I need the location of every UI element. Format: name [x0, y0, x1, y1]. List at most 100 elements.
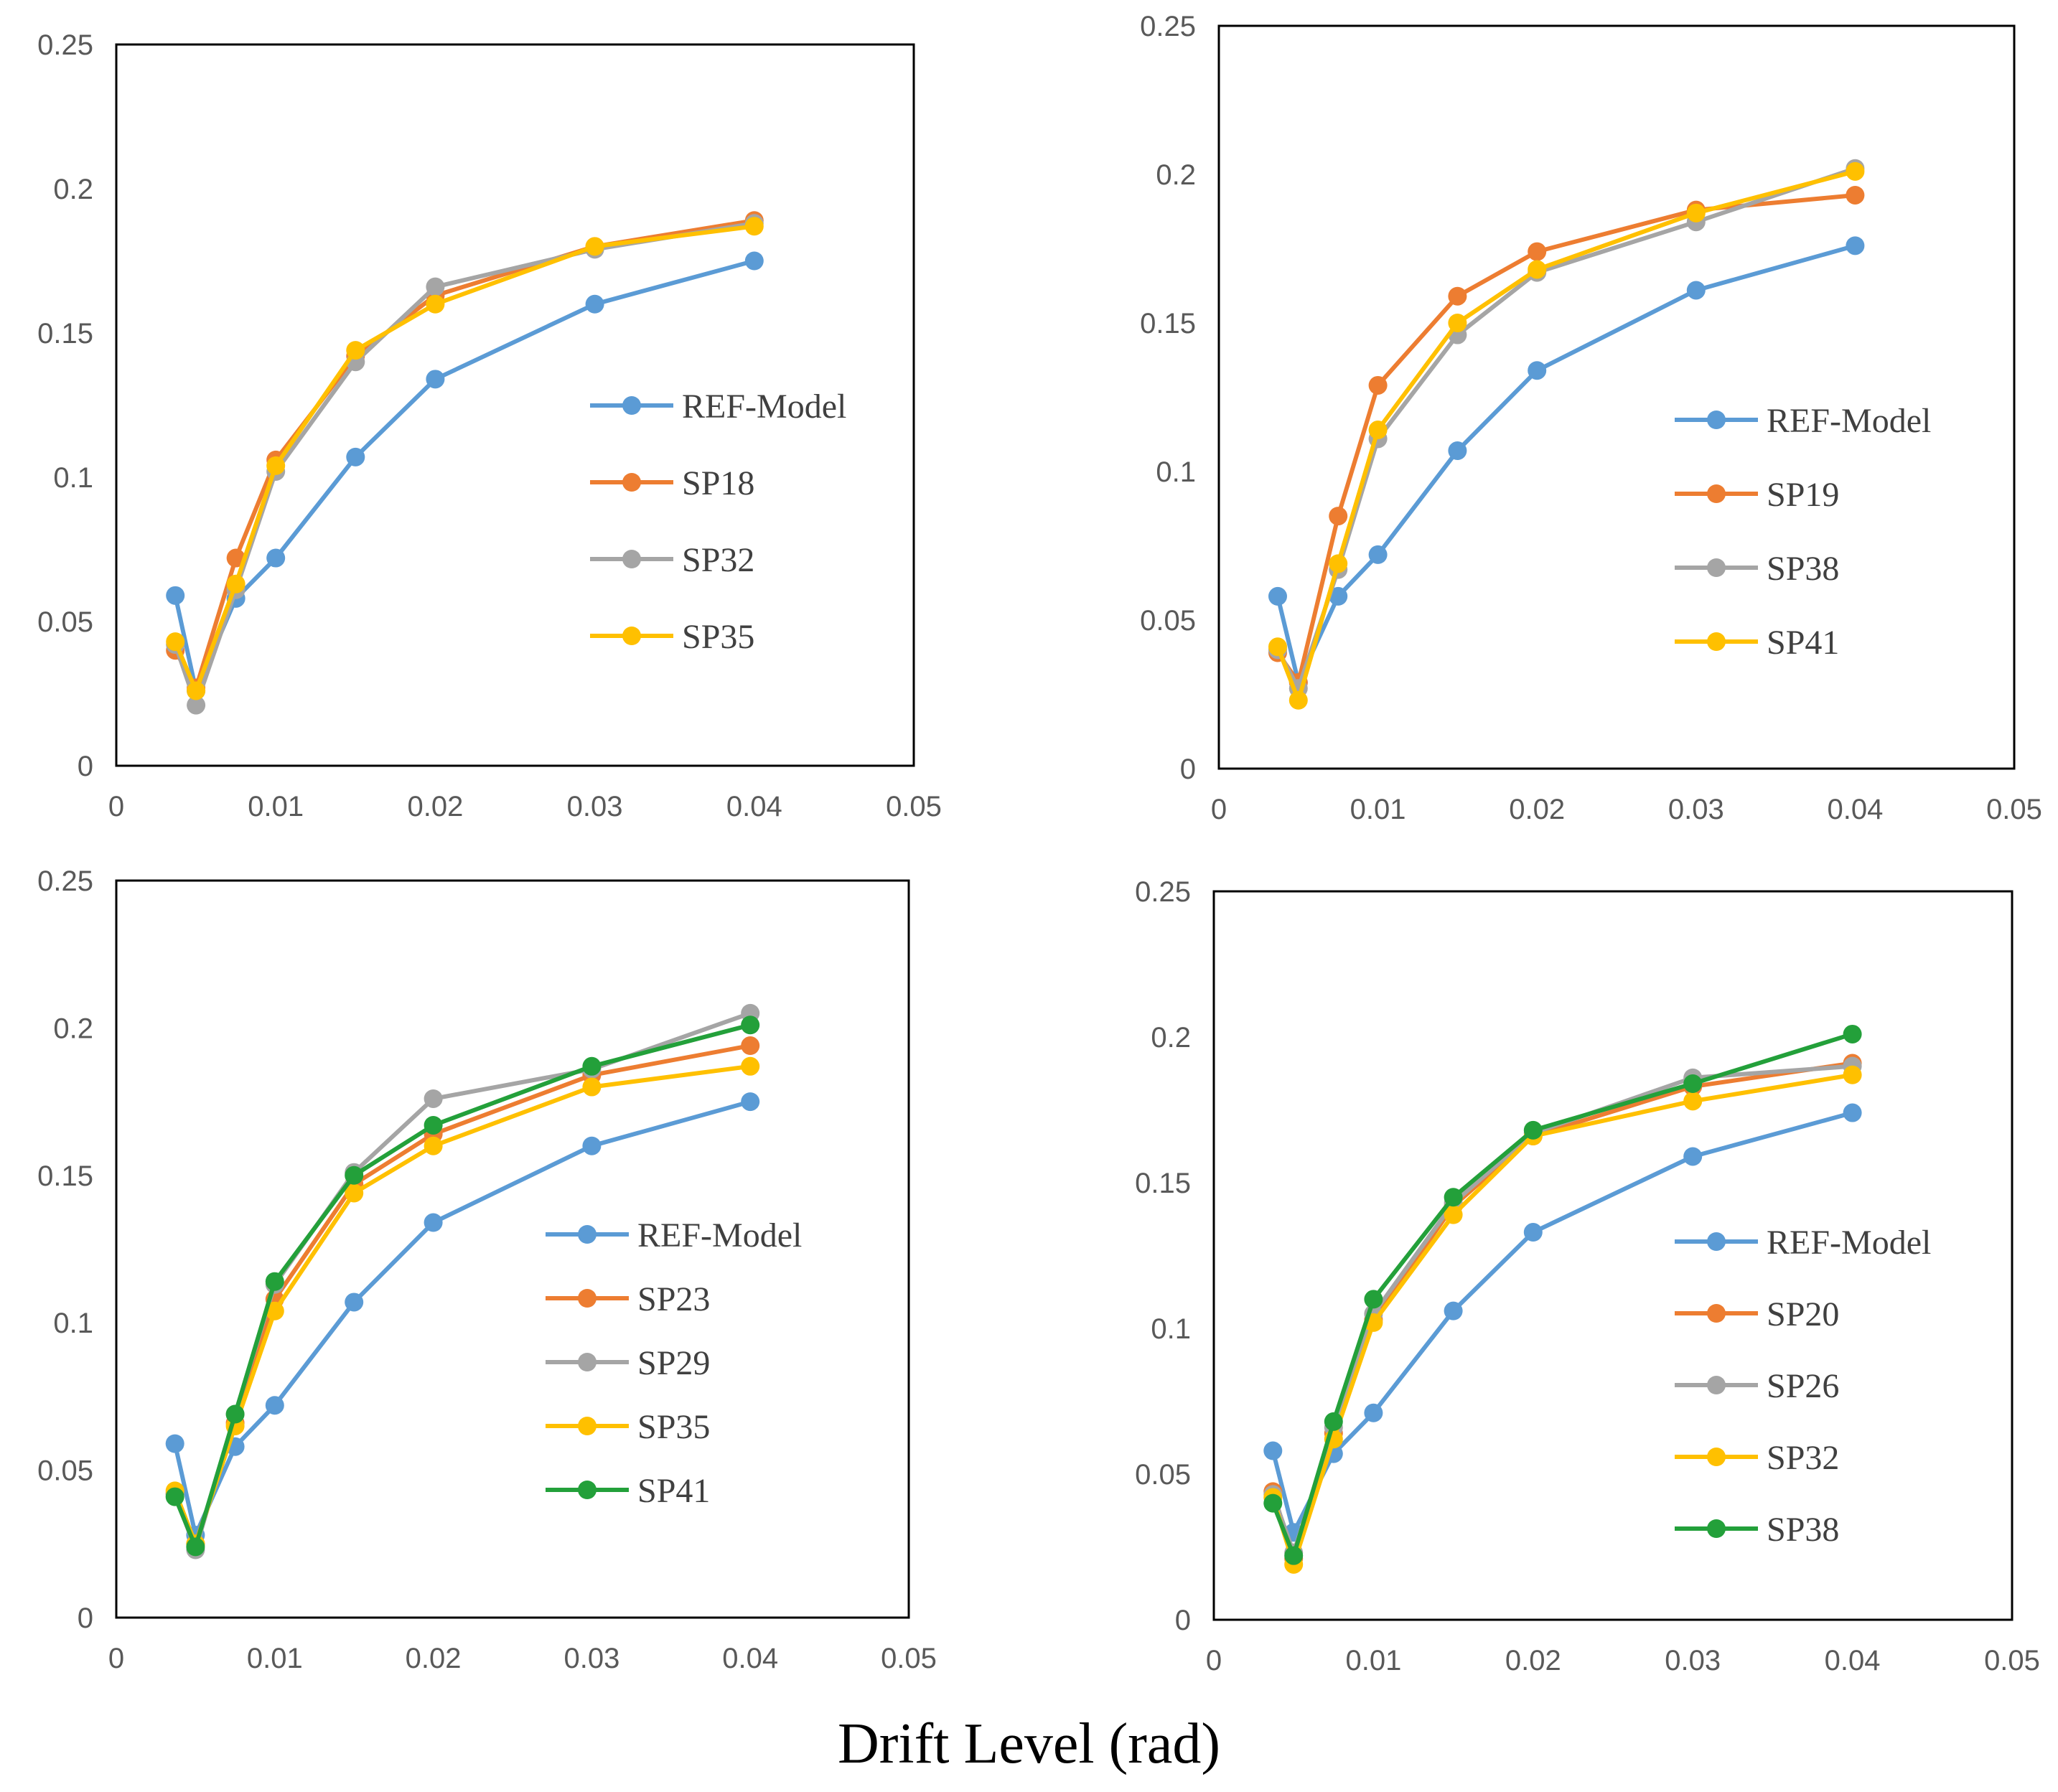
data-point — [1843, 1103, 1862, 1122]
data-point — [346, 447, 365, 466]
legend-item: REF-Model — [1675, 1224, 1931, 1262]
x-tick-label: 0.03 — [563, 1643, 619, 1674]
data-point — [424, 1136, 443, 1155]
data-point — [1368, 375, 1388, 395]
y-tick-label: 0.1 — [1156, 456, 1196, 488]
legend-label: SP18 — [682, 464, 754, 502]
legend-swatch-marker — [1707, 411, 1726, 429]
legend-label: SP26 — [1767, 1367, 1839, 1405]
legend-swatch-marker — [1707, 558, 1726, 577]
data-point — [1329, 554, 1348, 573]
data-point — [187, 681, 206, 700]
chart-panel-bottom-right: 0 0.05 0.1 0.15 0.2 0.25 0 0.01 0.02 0.03 0.04 0.05… — [1135, 876, 2040, 1676]
x-tick-label: 0.03 — [1668, 794, 1724, 825]
data-point — [741, 1036, 760, 1056]
x-tick-label: 0.05 — [1986, 794, 2042, 825]
legend-label: SP32 — [682, 541, 754, 579]
series-line — [172, 1023, 751, 1549]
y-tick-label: 0.1 — [1151, 1313, 1191, 1345]
data-point — [1686, 203, 1706, 222]
x-axis-label: Drift Level (rad) — [837, 1712, 1221, 1775]
data-point — [1329, 507, 1348, 526]
data-point — [266, 548, 286, 568]
series-sp38 — [1263, 1024, 1862, 1565]
data-point — [266, 456, 286, 475]
legend-label: SP41 — [637, 1472, 710, 1510]
data-point — [1448, 314, 1467, 332]
x-tick-label: 0.04 — [1827, 794, 1883, 825]
plot-area — [115, 43, 915, 767]
legend-swatch-marker — [622, 473, 641, 492]
data-point — [186, 1537, 205, 1557]
data-point — [265, 1396, 284, 1415]
x-tick-label: 0 — [108, 1643, 124, 1674]
legend-item: SP38 — [1675, 1511, 1839, 1549]
x-tick-label: 0.02 — [1509, 794, 1565, 825]
y-tick-label: 0.1 — [53, 1308, 93, 1339]
data-point — [1523, 1120, 1543, 1140]
legend-label: REF-Model — [637, 1216, 802, 1254]
data-point — [166, 632, 185, 652]
data-point — [1528, 260, 1547, 279]
legend-item: SP23 — [546, 1280, 710, 1318]
y-tick-label: 0.25 — [1135, 876, 1191, 908]
series-line — [1276, 169, 1856, 703]
x-tick-label: 0.01 — [1345, 1645, 1401, 1676]
chart-panel-top-right: 0 0.05 0.1 0.15 0.2 0.25 0 0.01 0.02 0.03 0.04 0.05… — [1140, 11, 2042, 825]
x-tick-label: 0 — [108, 791, 124, 822]
legend-label: REF-Model — [1767, 1224, 1931, 1262]
legend: REF-Model SP20 SP26 SP32 SP38 — [1675, 1224, 1931, 1549]
x-tick-label: 0.01 — [248, 791, 304, 822]
legend-swatch-marker — [1707, 1519, 1726, 1538]
data-point — [1288, 690, 1308, 710]
legend-item: SP38 — [1675, 550, 1839, 588]
data-point — [226, 574, 245, 594]
data-point — [1843, 1065, 1862, 1084]
y-tick-label: 0.25 — [1140, 11, 1196, 42]
data-point — [166, 586, 185, 605]
legend-swatch-marker — [578, 1289, 597, 1308]
data-point — [582, 1056, 602, 1076]
data-point — [1683, 1147, 1703, 1166]
legend-item: REF-Model — [546, 1216, 802, 1254]
x-tick-label: 0.05 — [1984, 1645, 2040, 1676]
legend-item: SP20 — [1675, 1295, 1839, 1333]
series-sp35 — [166, 217, 764, 700]
data-point — [1528, 361, 1547, 380]
y-tick-label: 0 — [1180, 754, 1196, 785]
data-point — [1368, 421, 1388, 440]
data-point — [582, 1136, 602, 1155]
legend-label: SP41 — [1767, 624, 1839, 662]
legend-label: SP19 — [1767, 476, 1839, 514]
legend-label: SP20 — [1767, 1295, 1839, 1333]
x-tick-label: 0.04 — [1825, 1645, 1881, 1676]
legend-swatch-marker — [578, 1481, 597, 1499]
data-point — [346, 341, 365, 360]
data-point — [1444, 1188, 1463, 1207]
data-point — [741, 1056, 760, 1076]
series-line — [1271, 1072, 1853, 1567]
x-tick-label: 0.02 — [407, 791, 463, 822]
legend-swatch-marker — [1707, 1448, 1726, 1466]
legend: REF-Model SP23 SP29 SP35 SP41 — [546, 1216, 802, 1510]
series-line — [173, 224, 755, 693]
legend-label: SP29 — [637, 1344, 710, 1382]
legend-label: SP35 — [682, 618, 754, 656]
chart-panel-top-left: 0 0.05 0.1 0.15 0.2 0.25 0 0.01 0.02 0.03 0.04 0.05… — [37, 29, 942, 822]
y-tick-label: 0.2 — [53, 174, 93, 205]
legend-label: SP35 — [637, 1408, 710, 1446]
series-line — [1271, 1032, 1853, 1558]
data-point — [165, 1434, 184, 1453]
legend-item: SP35 — [546, 1408, 710, 1446]
x-tick-label: 0 — [1206, 1645, 1222, 1676]
legend-label: REF-Model — [1767, 402, 1931, 440]
x-tick-label: 0.05 — [881, 1643, 937, 1674]
data-point — [1686, 281, 1706, 300]
data-point — [741, 1015, 760, 1035]
data-point — [1268, 586, 1287, 606]
data-point — [1523, 1223, 1543, 1242]
data-point — [1843, 1024, 1862, 1043]
legend-label: SP38 — [1767, 1511, 1839, 1549]
data-point — [1329, 586, 1348, 606]
legend-label: SP38 — [1767, 550, 1839, 588]
